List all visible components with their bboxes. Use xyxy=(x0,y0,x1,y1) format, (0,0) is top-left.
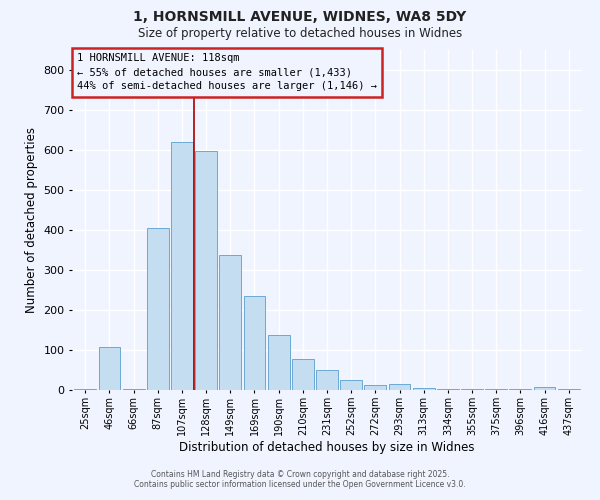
Text: Contains HM Land Registry data © Crown copyright and database right 2025.
Contai: Contains HM Land Registry data © Crown c… xyxy=(134,470,466,489)
Text: 1 HORNSMILL AVENUE: 118sqm
← 55% of detached houses are smaller (1,433)
44% of s: 1 HORNSMILL AVENUE: 118sqm ← 55% of deta… xyxy=(77,54,377,92)
Bar xyxy=(74,389,96,390)
Bar xyxy=(98,347,121,390)
Text: 1, HORNSMILL AVENUE, WIDNES, WA8 5DY: 1, HORNSMILL AVENUE, WIDNES, WA8 5DY xyxy=(133,10,467,24)
Bar xyxy=(558,389,580,390)
Bar xyxy=(147,228,169,390)
Bar xyxy=(123,389,145,390)
Bar xyxy=(220,255,241,390)
Bar xyxy=(268,335,290,390)
Bar xyxy=(533,387,556,390)
X-axis label: Distribution of detached houses by size in Widnes: Distribution of detached houses by size … xyxy=(179,440,475,454)
Bar xyxy=(340,380,362,390)
Bar xyxy=(364,385,386,390)
Bar xyxy=(413,388,434,390)
Bar xyxy=(485,389,507,390)
Bar xyxy=(244,296,265,390)
Y-axis label: Number of detached properties: Number of detached properties xyxy=(25,127,38,313)
Bar xyxy=(171,142,193,390)
Bar xyxy=(316,370,338,390)
Bar xyxy=(437,389,459,390)
Bar xyxy=(509,389,531,390)
Bar xyxy=(461,389,483,390)
Bar xyxy=(389,384,410,390)
Bar xyxy=(292,359,314,390)
Bar xyxy=(195,151,217,390)
Text: Size of property relative to detached houses in Widnes: Size of property relative to detached ho… xyxy=(138,28,462,40)
